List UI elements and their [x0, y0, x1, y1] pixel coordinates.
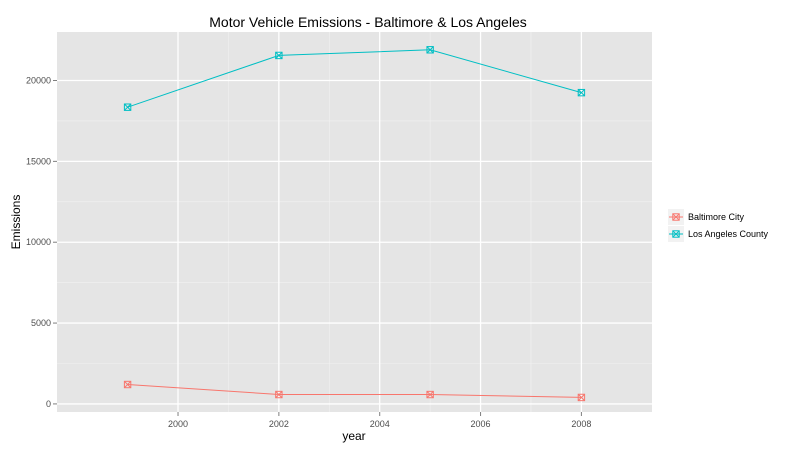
marker-square: [275, 390, 283, 399]
data-point: [426, 46, 434, 54]
data-point: [123, 103, 132, 111]
y-tick-label: 5000: [31, 318, 51, 328]
marker-cross-b: [426, 46, 434, 54]
series-layer: [123, 46, 586, 402]
y-axis-title: Emissions: [9, 195, 23, 250]
marker-cross-b: [275, 51, 283, 60]
marker-cross-b: [577, 393, 585, 402]
marker-square: [577, 88, 586, 97]
series-line-1: [127, 49, 582, 108]
marker-square: [123, 380, 132, 389]
data-point: [275, 390, 283, 399]
data-point: [275, 51, 283, 60]
marker-square: [426, 46, 434, 54]
x-axis-ticks: 2000 2002 2004 2006 2008: [168, 412, 591, 429]
marker-cross-b: [124, 380, 132, 389]
legend: Baltimore City Los Angeles County: [668, 209, 769, 242]
marker-cross-b: [275, 390, 283, 399]
marker-cross-b: [672, 230, 680, 238]
marker-cross-b: [672, 213, 680, 221]
y-tick-label: 15000: [26, 156, 51, 166]
y-tick-label: 20000: [26, 76, 51, 86]
x-tick-label: 2008: [571, 419, 591, 429]
x-tick-label: 2004: [370, 419, 390, 429]
y-tick-label: 0: [46, 399, 51, 409]
x-tick-label: 2006: [471, 419, 491, 429]
grid-minor: [57, 32, 652, 412]
marker-square: [577, 393, 586, 402]
data-point: [577, 393, 586, 402]
legend-label: Baltimore City: [688, 212, 745, 222]
series-line-0: [127, 384, 582, 398]
legend-key-marker: [672, 230, 680, 238]
marker-cross-b: [426, 390, 434, 399]
legend-label: Los Angeles County: [688, 229, 769, 239]
data-point: [426, 390, 434, 399]
data-point: [577, 88, 586, 97]
chart-title: Motor Vehicle Emissions - Baltimore & Lo…: [209, 14, 526, 30]
x-tick-label: 2002: [269, 419, 289, 429]
marker-square: [426, 390, 434, 399]
plot-panel: [57, 32, 652, 412]
marker-square: [672, 213, 680, 221]
data-point: [123, 380, 132, 389]
legend-key-marker: [672, 213, 680, 221]
x-tick-label: 2000: [168, 419, 188, 429]
grid-major: [57, 32, 652, 412]
x-axis-title: year: [342, 429, 365, 443]
marker-cross-b: [577, 89, 585, 97]
y-tick-label: 10000: [26, 237, 51, 247]
marker-square: [123, 103, 132, 111]
marker-cross-b: [124, 103, 132, 111]
marker-square: [275, 51, 283, 60]
marker-square: [672, 230, 680, 238]
y-axis-ticks: 0 5000 10000 15000 20000: [26, 76, 57, 409]
